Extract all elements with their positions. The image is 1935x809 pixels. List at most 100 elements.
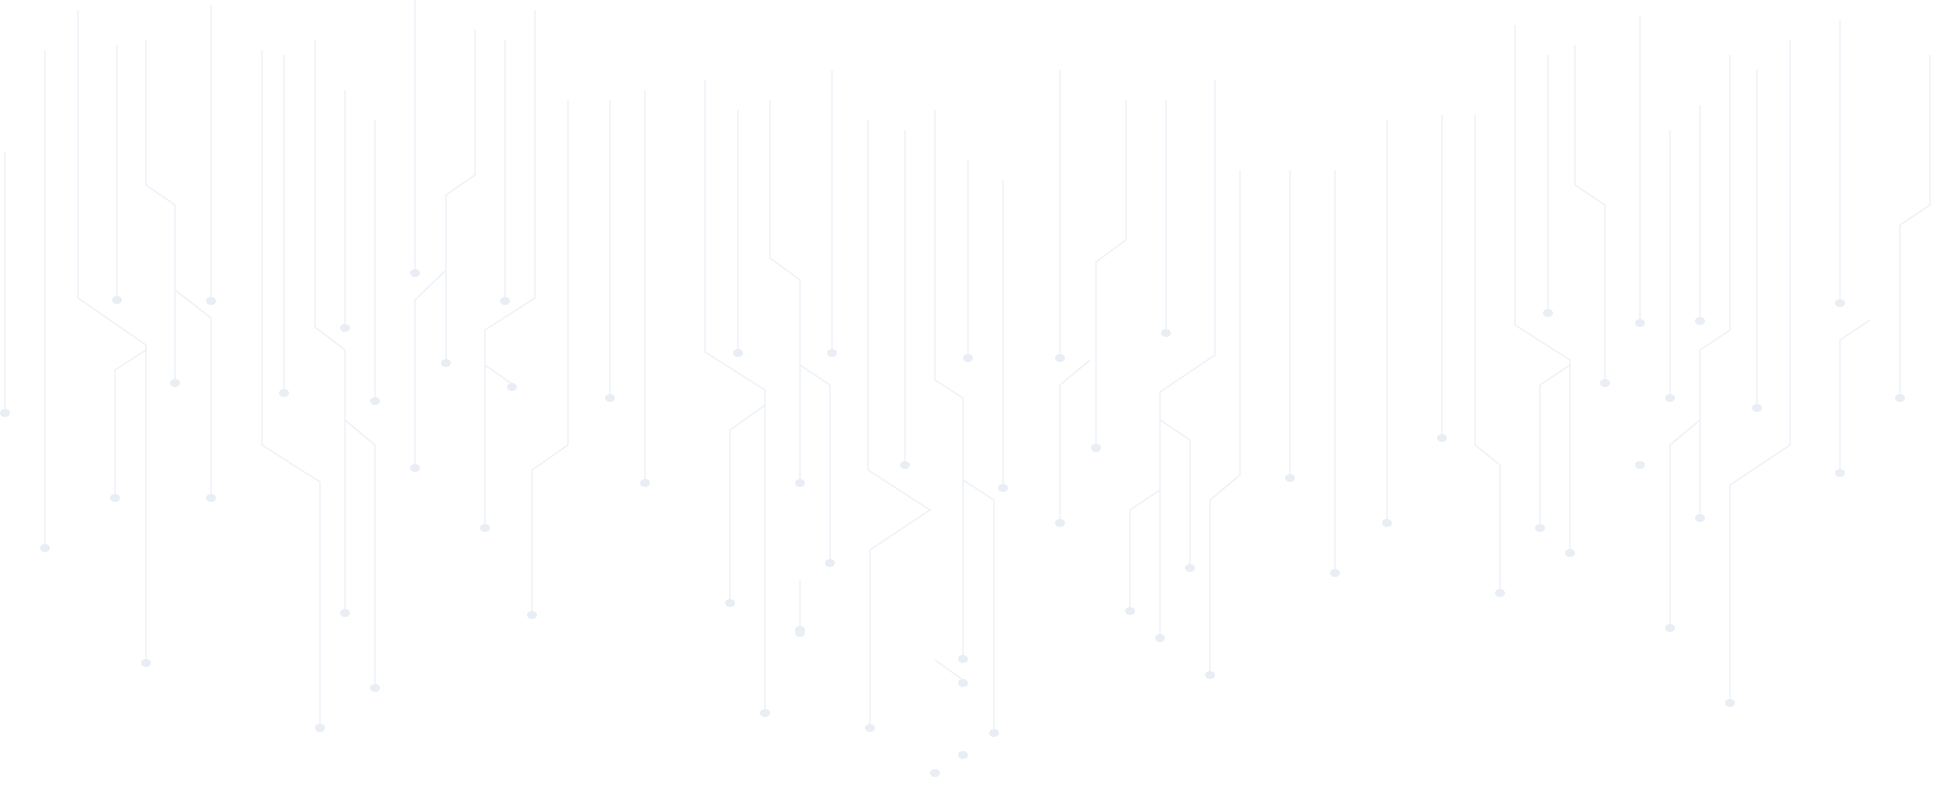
circuit-node <box>1161 329 1171 337</box>
circuit-node <box>500 297 510 305</box>
circuit-trace <box>484 364 513 385</box>
circuit-trace <box>1574 45 1606 380</box>
circuit-node <box>998 484 1008 492</box>
circuit-node <box>0 409 10 417</box>
circuit-node <box>40 544 50 552</box>
circuit-node <box>1725 699 1735 707</box>
circuit-node <box>441 359 451 367</box>
circuit-node <box>733 349 743 357</box>
circuit-node <box>958 655 968 663</box>
circuit-node <box>1205 671 1215 679</box>
circuit-node <box>206 297 216 305</box>
circuit-node <box>315 724 325 732</box>
circuit-trace <box>799 364 831 560</box>
circuit-node <box>1155 634 1165 642</box>
circuit-trace <box>1059 359 1091 520</box>
circuit-trace <box>1839 319 1871 470</box>
circuit-trace <box>1095 100 1127 445</box>
circuit-trace <box>77 10 147 660</box>
circuit-trace <box>769 100 801 480</box>
circuit-node <box>1437 434 1447 442</box>
circuit-node <box>1665 394 1675 402</box>
circuit-node <box>480 524 490 532</box>
circuit-node <box>865 724 875 732</box>
circuit-node <box>1330 569 1340 577</box>
circuit-node <box>1543 309 1553 317</box>
circuit-node <box>527 611 537 619</box>
circuit-node <box>1055 354 1065 362</box>
circuit-trace <box>1209 170 1241 672</box>
circuit-node <box>1835 299 1845 307</box>
circuit-node <box>170 379 180 387</box>
circuit-trace <box>1474 115 1501 590</box>
circuit-trace <box>1159 80 1216 635</box>
circuit-node <box>206 494 216 502</box>
circuit-node <box>725 599 735 607</box>
circuit-trace <box>1159 419 1191 565</box>
circuit-trace <box>414 269 447 465</box>
circuit-node <box>507 383 517 391</box>
circuit-node <box>958 751 968 759</box>
circuit-trace <box>962 479 995 730</box>
circuit-node <box>1600 379 1610 387</box>
circuit-node <box>1565 549 1575 557</box>
circuit-node <box>112 296 122 304</box>
circuit-trace <box>1539 364 1571 525</box>
circuit-node <box>1752 404 1762 412</box>
circuit-node <box>410 464 420 472</box>
circuit-trace <box>729 404 766 600</box>
circuit-trace <box>145 40 176 380</box>
circuit-node <box>1835 469 1845 477</box>
circuit-trace <box>1669 419 1701 625</box>
circuit-trace <box>174 289 212 495</box>
circuit-node <box>110 494 120 502</box>
circuit-trace <box>934 110 964 656</box>
circuit-node <box>827 349 837 357</box>
circuit-node <box>795 479 805 487</box>
circuit-node <box>930 769 940 777</box>
circuit-node <box>1382 519 1392 527</box>
circuit-node <box>825 559 835 567</box>
circuit-trace <box>704 80 766 710</box>
circuit-trace <box>867 120 932 725</box>
circuit-trace <box>445 30 476 360</box>
circuit-node <box>1635 319 1645 327</box>
circuit-node <box>1635 461 1645 469</box>
circuit-node <box>1091 444 1101 452</box>
circuit-node <box>370 397 380 405</box>
circuit-node <box>963 354 973 362</box>
circuit-node <box>1185 564 1195 572</box>
circuit-node <box>279 389 289 397</box>
circuit-node <box>605 394 615 402</box>
circuit-node <box>410 269 420 277</box>
circuit-node <box>1535 524 1545 532</box>
circuit-trace <box>1129 489 1161 608</box>
circuit-trace <box>531 100 569 612</box>
circuit-node <box>370 684 380 692</box>
circuit-node <box>1125 607 1135 615</box>
circuit-trace <box>344 419 376 685</box>
circuit-node <box>1895 394 1905 402</box>
circuit-node <box>1495 589 1505 597</box>
circuit-node <box>958 679 968 687</box>
circuit-node <box>1695 514 1705 522</box>
circuit-trace <box>1729 40 1791 700</box>
circuit-trace <box>261 50 321 725</box>
circuit-node <box>989 729 999 737</box>
circuit-node <box>760 709 770 717</box>
circuit-trace <box>1699 55 1731 515</box>
circuit-node <box>141 659 151 667</box>
circuit-trace <box>114 349 147 495</box>
circuit-node <box>1055 519 1065 527</box>
circuit-node <box>640 479 650 487</box>
circuit-node <box>340 609 350 617</box>
circuit-trace <box>1899 55 1931 395</box>
circuit-node <box>795 626 805 634</box>
circuit-trace <box>934 659 964 681</box>
circuit-node <box>1695 317 1705 325</box>
circuit-node <box>340 324 350 332</box>
circuit-trace <box>484 10 536 525</box>
circuit-node <box>900 461 910 469</box>
circuit-node <box>1285 474 1295 482</box>
